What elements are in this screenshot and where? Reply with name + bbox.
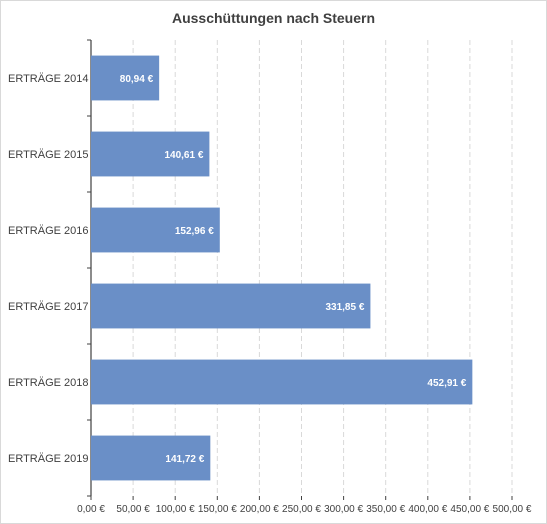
x-tick-label: 100,00 € (156, 504, 195, 515)
data-label: 140,61 € (164, 150, 203, 161)
data-label: 80,94 € (120, 74, 154, 85)
category-label: ERTRÄGE 2014 (8, 73, 89, 85)
x-tick-label: 150,00 € (198, 504, 237, 515)
x-tick-label: 450,00 € (450, 504, 489, 515)
x-tick-label: 500,00 € (493, 504, 532, 515)
bar (91, 131, 210, 177)
data-label: 141,72 € (165, 454, 204, 465)
bar (91, 207, 220, 253)
x-tick-label: 300,00 € (324, 504, 363, 515)
data-label: 331,85 € (325, 302, 364, 313)
bar (91, 283, 371, 329)
category-label: ERTRÄGE 2016 (8, 225, 89, 237)
bar (91, 435, 211, 481)
category-label: ERTRÄGE 2017 (8, 301, 89, 313)
x-tick-label: 0,00 € (77, 504, 105, 515)
category-label: ERTRÄGE 2018 (8, 377, 89, 389)
data-label: 452,91 € (427, 378, 466, 389)
x-tick-label: 200,00 € (240, 504, 279, 515)
x-tick-label: 50,00 € (116, 504, 150, 515)
category-label: ERTRÄGE 2019 (8, 453, 89, 465)
data-label: 152,96 € (175, 226, 214, 237)
x-tick-label: 400,00 € (408, 504, 447, 515)
bar (91, 55, 160, 101)
x-tick-label: 350,00 € (366, 504, 405, 515)
category-label: ERTRÄGE 2015 (8, 149, 89, 161)
bar (91, 359, 473, 405)
bars (91, 55, 473, 481)
x-tick-label: 250,00 € (282, 504, 321, 515)
grid-lines (87, 39, 513, 500)
chart-title: Ausschüttungen nach Steuern (171, 10, 376, 26)
labels: 0,00 € 50,00 € 100,00 €150,00 €200,00 €250… (8, 73, 532, 515)
